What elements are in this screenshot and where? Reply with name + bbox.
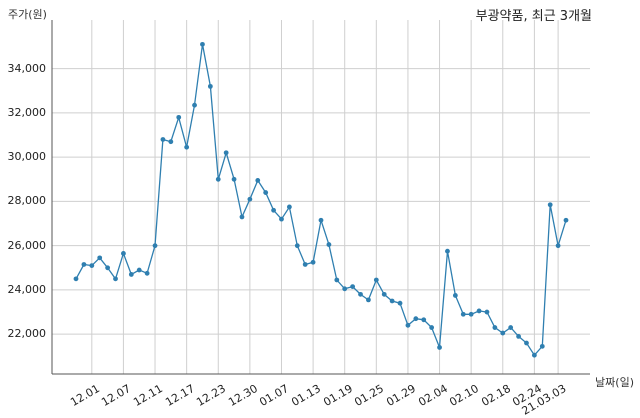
data-point — [200, 41, 205, 47]
y-tick-label: 22,000 — [7, 327, 47, 341]
data-point — [476, 308, 482, 314]
y-tick-label: 30,000 — [7, 150, 47, 164]
data-point — [555, 243, 561, 249]
data-point — [207, 83, 213, 89]
data-point — [326, 242, 332, 247]
data-point — [144, 270, 150, 276]
data-point — [429, 325, 435, 330]
data-point — [413, 316, 419, 322]
data-point — [294, 243, 300, 249]
data-point — [539, 343, 545, 349]
price-line — [75, 44, 567, 357]
data-point — [318, 217, 324, 223]
x-axis-label: 날짜(일) — [595, 376, 634, 389]
data-point — [105, 265, 111, 271]
data-point — [97, 255, 103, 261]
y-tick-label: 32,000 — [7, 105, 47, 119]
y-tick-label: 26,000 — [7, 238, 47, 252]
data-point — [397, 300, 403, 306]
data-point — [152, 243, 158, 249]
data-point — [445, 248, 450, 254]
data-point — [81, 262, 87, 267]
data-point — [484, 309, 490, 315]
data-point — [168, 139, 174, 145]
y-tick-label: 28,000 — [7, 194, 47, 208]
data-point — [563, 217, 569, 223]
data-point — [286, 204, 292, 210]
data-point — [223, 150, 229, 156]
data-point — [263, 190, 269, 195]
data-point — [421, 317, 427, 323]
data-point — [342, 286, 348, 292]
data-point — [302, 262, 308, 267]
data-point — [437, 345, 442, 350]
data-point — [310, 259, 316, 265]
data-point — [136, 267, 142, 273]
data-point — [192, 102, 197, 108]
data-point — [73, 276, 79, 282]
data-point — [231, 176, 237, 182]
data-point — [184, 144, 190, 150]
data-point — [279, 216, 284, 222]
data-point — [460, 311, 466, 317]
data-point — [128, 272, 134, 277]
data-point — [358, 291, 363, 297]
data-point — [239, 214, 245, 220]
data-point — [531, 352, 537, 358]
data-point — [373, 277, 379, 283]
y-tick-label: 34,000 — [7, 61, 47, 75]
data-point — [516, 333, 521, 339]
data-point — [113, 276, 118, 282]
data-point — [215, 176, 221, 182]
data-point — [524, 340, 529, 346]
data-point — [160, 137, 166, 142]
data-point — [492, 325, 498, 330]
data-point — [271, 207, 276, 213]
data-point — [89, 263, 95, 268]
data-point — [121, 251, 126, 256]
data-point — [381, 291, 387, 297]
data-point — [547, 202, 553, 208]
data-point — [468, 311, 474, 317]
data-point — [405, 322, 411, 328]
y-tick-label: 24,000 — [7, 282, 47, 296]
data-point — [176, 114, 182, 120]
data-point — [508, 325, 514, 330]
data-point — [334, 277, 340, 283]
data-point — [247, 196, 253, 202]
data-point — [366, 297, 371, 303]
data-point — [500, 330, 506, 336]
chart-title: 부광약품, 최근 3개월 — [475, 9, 592, 24]
y-axis-label: 주가(원) — [8, 8, 47, 21]
data-point — [350, 284, 356, 290]
data-point — [389, 298, 395, 304]
data-point — [255, 178, 261, 183]
data-point — [452, 293, 458, 298]
